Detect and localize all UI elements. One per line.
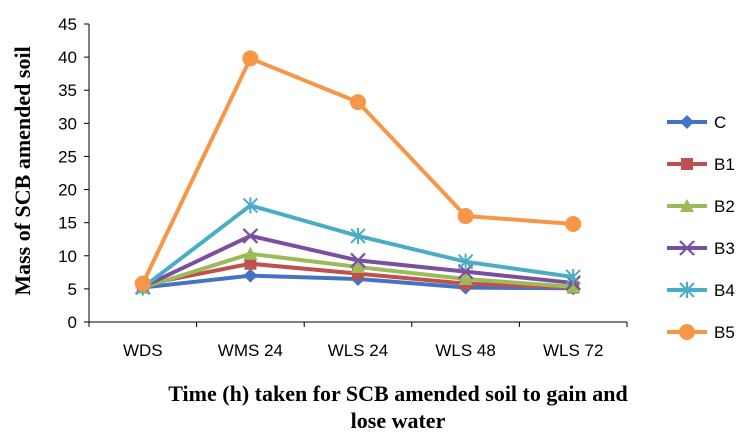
data-point-star	[457, 253, 474, 270]
data-point-circle	[242, 50, 259, 67]
x-tick-label: WLS 24	[328, 341, 388, 360]
legend-item-b4: B4	[667, 281, 735, 300]
x-axis-title-line-2: lose water	[351, 408, 446, 433]
data-point-circle	[565, 215, 582, 232]
series-b5	[134, 50, 582, 292]
data-point-triangle	[680, 199, 694, 212]
x-tick-label: WMS 24	[218, 341, 283, 360]
legend-label: B2	[714, 197, 735, 216]
y-tick-label: 25	[58, 147, 77, 166]
y-tick-label: 10	[58, 247, 77, 266]
y-tick-label: 20	[58, 181, 77, 200]
data-point-circle	[350, 94, 366, 111]
series-line-b5	[140, 56, 574, 285]
legend-item-b1: B1	[667, 155, 735, 174]
legend-item-b3: B3	[667, 239, 735, 258]
data-point-triangle	[566, 279, 581, 293]
y-axis-title: Mass of SCB amended soil	[10, 46, 35, 295]
legend-label: B5	[714, 323, 735, 342]
legend-item-b2: B2	[667, 197, 735, 216]
y-tick-label: 45	[58, 15, 77, 34]
data-point-triangle	[351, 260, 365, 274]
y-tick-labels: 0 5 10 15 20 25 30 35 40 45	[58, 15, 77, 332]
data-point-diamond	[243, 268, 258, 283]
y-tick-label: 30	[58, 114, 77, 133]
data-point-star	[679, 282, 695, 298]
data-point-star	[565, 268, 581, 285]
y-tick-label: 5	[68, 280, 77, 299]
legend-item-b5: B5	[667, 323, 735, 342]
x-tick-labels: WDS WMS 24 WLS 24 WLS 48 WLS 72	[123, 341, 603, 360]
x-marker-stroke	[350, 252, 366, 269]
legend-label: B1	[714, 155, 735, 174]
y-tick-label: 15	[58, 214, 77, 233]
y-tick-label: 0	[68, 313, 77, 332]
data-point-circle	[457, 208, 474, 225]
data-point-square	[681, 158, 693, 170]
legend: C B1 B2 B3 B4 B5	[667, 113, 735, 342]
data-point-x	[350, 252, 366, 269]
data-point-triangle	[458, 271, 473, 285]
legend-label: C	[714, 113, 726, 132]
y-tick-label: 40	[58, 48, 77, 67]
data-point-circle	[134, 275, 151, 292]
data-point-diamond	[680, 115, 694, 129]
x-tick-label: WLS 72	[543, 341, 603, 360]
data-point-x	[679, 240, 695, 256]
data-point-circle	[679, 324, 695, 340]
legend-label: B4	[714, 281, 735, 300]
data-point-square	[244, 257, 257, 270]
y-tick-label: 35	[58, 81, 77, 100]
data-point-x	[242, 228, 259, 244]
data-point-star	[350, 227, 366, 244]
legend-item-c: C	[667, 113, 726, 132]
x-axis-title-line-1: Time (h) taken for SCB amended soil to g…	[168, 381, 627, 406]
x-tick-label: WDS	[123, 341, 163, 360]
x-marker-stroke	[679, 240, 695, 256]
data-point-star	[242, 197, 259, 214]
x-marker-stroke	[242, 228, 259, 244]
data-point-triangle	[243, 246, 258, 260]
series-group	[134, 50, 582, 296]
legend-label: B3	[714, 239, 735, 258]
x-tick-label: WLS 48	[435, 341, 495, 360]
axes	[84, 23, 628, 327]
